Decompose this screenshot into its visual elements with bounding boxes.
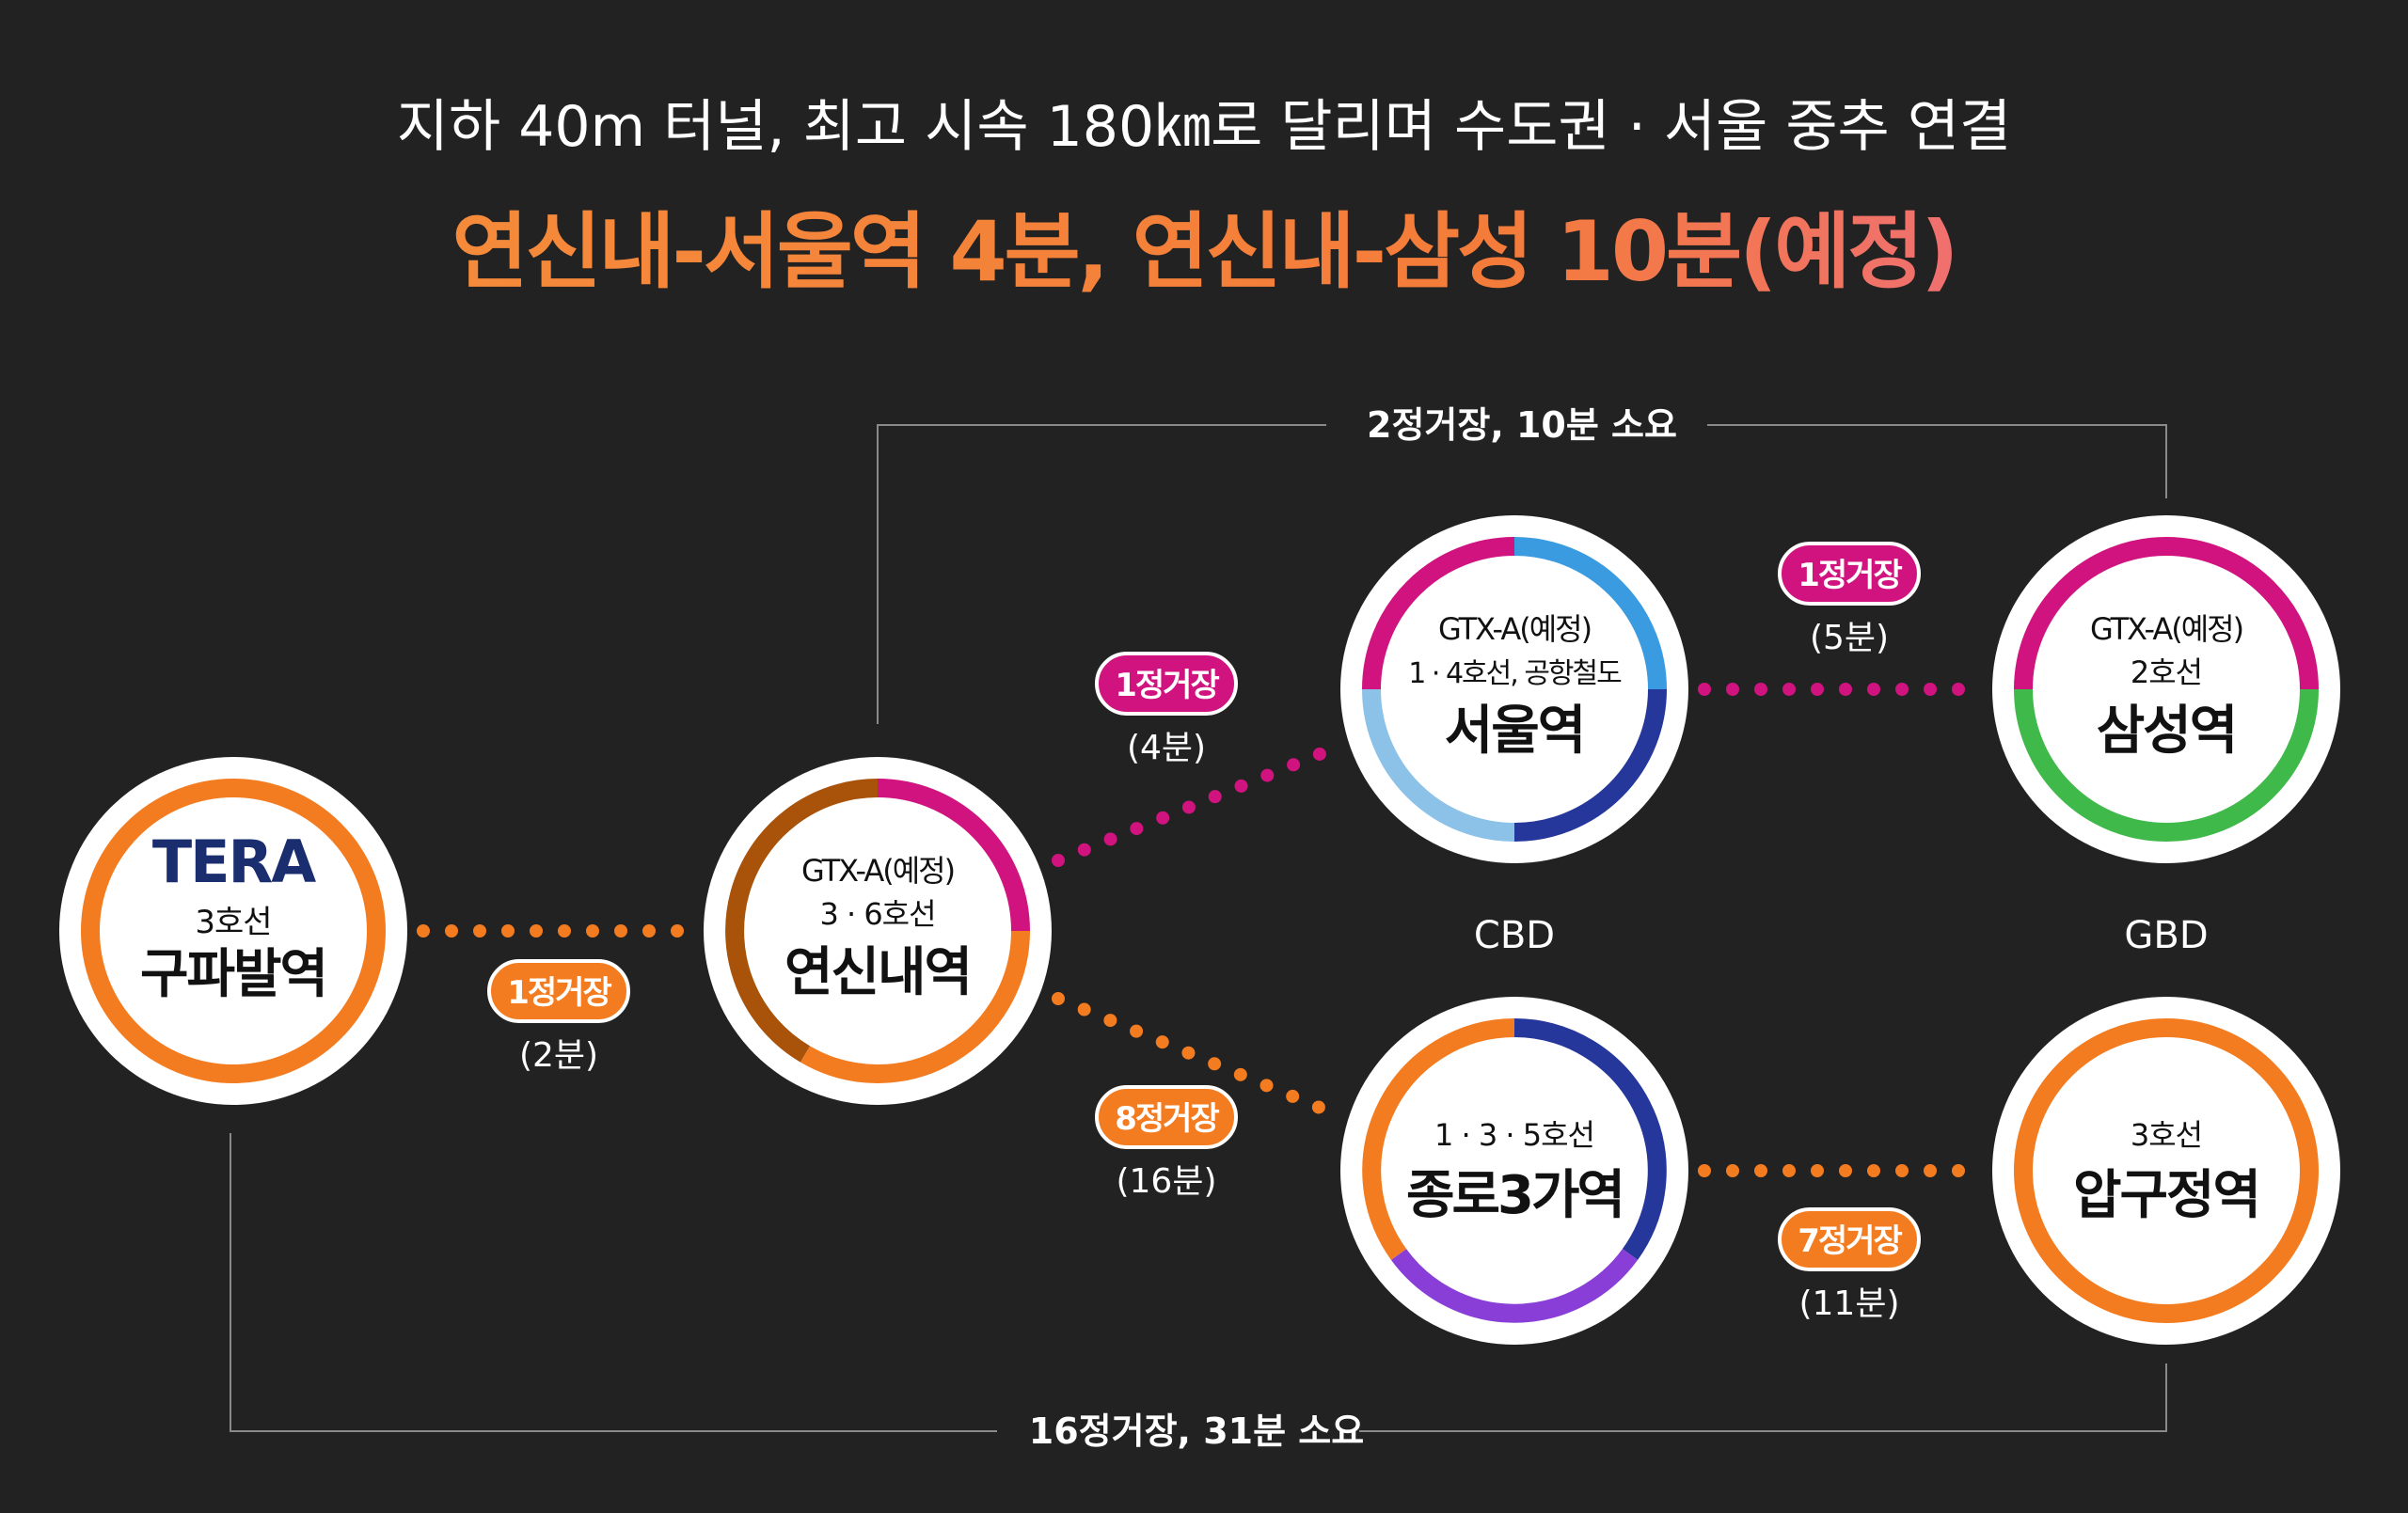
top-bracket-left <box>877 424 1326 724</box>
badge-jongno-apgujeong: 7정거장 (11분) <box>1778 1207 1921 1323</box>
ring-line-4 <box>1513 537 1667 690</box>
header-subtitle: 지하 40m 터널, 최고 시속 180㎞로 달리며 수도권 · 서울 중추 연… <box>397 94 2011 160</box>
station-lines: 3호선 <box>2131 1117 2202 1153</box>
badge-yeonsinnae-seoul: 1정거장 (4분) <box>1095 652 1238 767</box>
header-title: 연신내-서울역 4분, 연신내-삼성 10분(예정) <box>452 203 1956 300</box>
badge-text: 7정거장 <box>1798 1222 1902 1260</box>
station-seoul: GTX-A(예정) 1 · 4호선, 공항철도 서울역 <box>1340 515 1688 863</box>
district-cbd: CBD <box>1474 914 1555 957</box>
travel-time: (2분) <box>519 1036 598 1075</box>
station-lines-secondary: 1 · 4호선, 공항철도 <box>1408 657 1622 690</box>
station-name: 서울역 <box>1445 701 1585 762</box>
ring-gtx-a <box>877 779 1030 932</box>
district-gbd: GBD <box>2124 914 2208 957</box>
station-lines: GTX-A(예정) <box>2090 611 2242 647</box>
ring-line-1 <box>1513 1018 1667 1260</box>
bottom-bracket-label: 16정거장, 31분 소요 <box>1029 1411 1364 1452</box>
station-lines-secondary: 2호선 <box>2131 654 2202 690</box>
ring-line-3 <box>1362 1018 1515 1260</box>
station-yeonsinnae: GTX-A(예정) 3 · 6호선 연신내역 <box>704 757 1052 1105</box>
bottom-bracket-right <box>1359 1363 2167 1432</box>
travel-time: (4분) <box>1127 729 1206 767</box>
line-ring <box>2014 1018 2319 1323</box>
station-name: 구파발역 <box>140 944 326 1005</box>
station-lines-secondary: 3 · 6호선 <box>819 896 935 932</box>
station-lines: GTX-A(예정) <box>1438 611 1591 647</box>
station-jongno3ga: 1 · 3 · 5호선 종로3가역 <box>1340 997 1688 1345</box>
station-samsung: GTX-A(예정) 2호선 삼성역 <box>1992 515 2340 863</box>
ring-line-1 <box>1513 688 1667 842</box>
station-name: 삼성역 <box>2097 701 2237 762</box>
badge-gupabal-yeonsinnae: 1정거장 (2분) <box>487 959 630 1075</box>
bracket-lines <box>230 424 2167 1432</box>
ring-line-5 <box>1390 1249 1639 1323</box>
station-lines: 3호선 <box>195 904 271 941</box>
ring-line-2 <box>2014 688 2319 842</box>
badge-seoul-samsung: 1정거장 (5분) <box>1778 542 1921 657</box>
ring-airport <box>1362 688 1515 842</box>
connector-yeonsinnae-seoul <box>1052 741 1342 867</box>
ring-gtx-a <box>2014 537 2319 690</box>
connector-yeonsinnae-jongno <box>1052 992 1342 1121</box>
travel-time: (11분) <box>1798 1284 1899 1323</box>
badge-yeonsinnae-jongno: 8정거장 (16분) <box>1095 1085 1238 1201</box>
top-bracket-right <box>1707 424 2167 498</box>
line-ring <box>81 779 386 1083</box>
station-lines: GTX-A(예정) <box>801 853 954 889</box>
station-name: 종로3가역 <box>1406 1165 1623 1226</box>
top-bracket-label: 2정거장, 10분 소요 <box>1367 404 1677 446</box>
badge-text: 1정거장 <box>1798 557 1902 594</box>
travel-time: (5분) <box>1810 619 1889 657</box>
station-lines: 1 · 3 · 5호선 <box>1434 1117 1594 1153</box>
station-apgujeong: 3호선 압구정역 <box>1992 997 2340 1345</box>
badge-text: 8정거장 <box>1115 1100 1219 1138</box>
ring-line-6 <box>725 779 879 1063</box>
ring-gtx-a <box>1362 537 1515 690</box>
station-name: 압구정역 <box>2073 1165 2259 1226</box>
badge-text: 1정거장 <box>507 974 611 1012</box>
badge-text: 1정거장 <box>1115 667 1219 704</box>
bottom-bracket-left <box>230 1133 997 1432</box>
station-gupabal: TERA 3호선 구파발역 <box>59 757 407 1105</box>
ring-line-3 <box>800 930 1030 1083</box>
travel-time: (16분) <box>1116 1162 1216 1201</box>
tera-logo: TERA <box>152 827 316 896</box>
station-name: 연신내역 <box>784 942 971 1003</box>
